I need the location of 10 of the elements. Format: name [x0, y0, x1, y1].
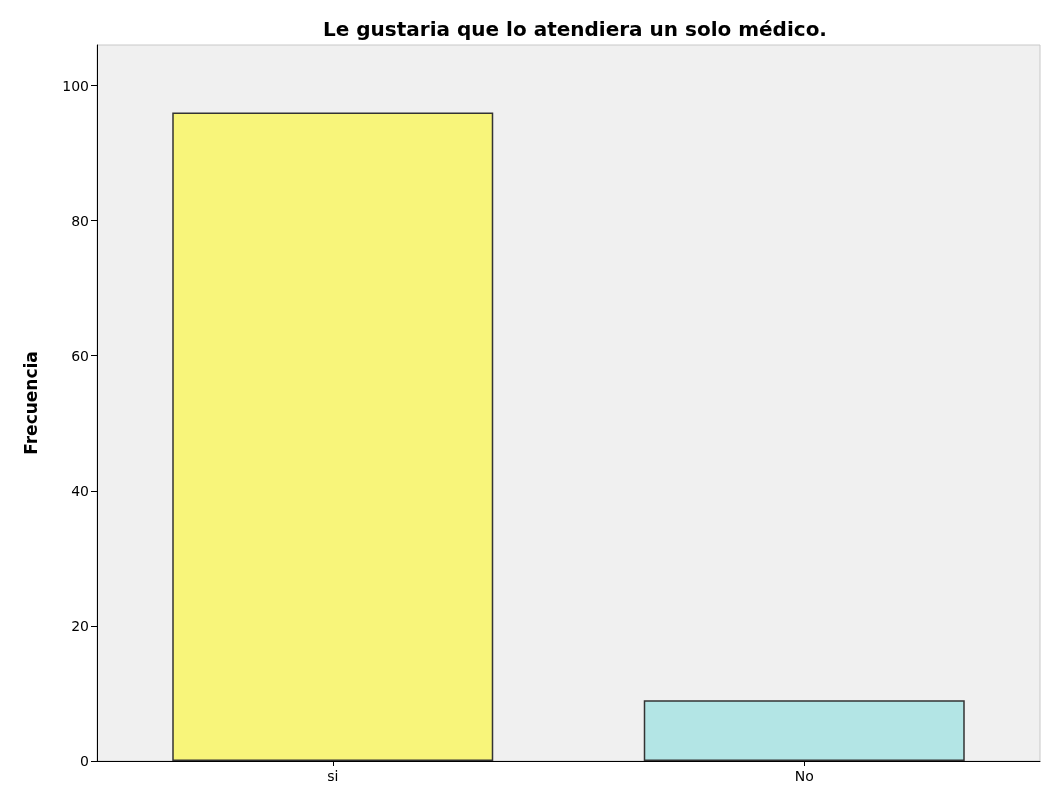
y-tick-label: 60: [71, 347, 89, 364]
y-tick-label: 80: [71, 212, 89, 229]
y-tick-label: 100: [62, 77, 89, 94]
y-tick-label: 40: [71, 482, 89, 499]
x-tick-label: si: [327, 768, 339, 784]
y-tick-label: 0: [80, 753, 89, 769]
chart-title: Le gustaria que lo atendiera un solo médico.: [323, 17, 827, 41]
x-tick-label: No: [794, 768, 814, 784]
y-tick-label: 20: [71, 617, 89, 634]
y-axis-title: Frecuencia: [20, 351, 41, 455]
